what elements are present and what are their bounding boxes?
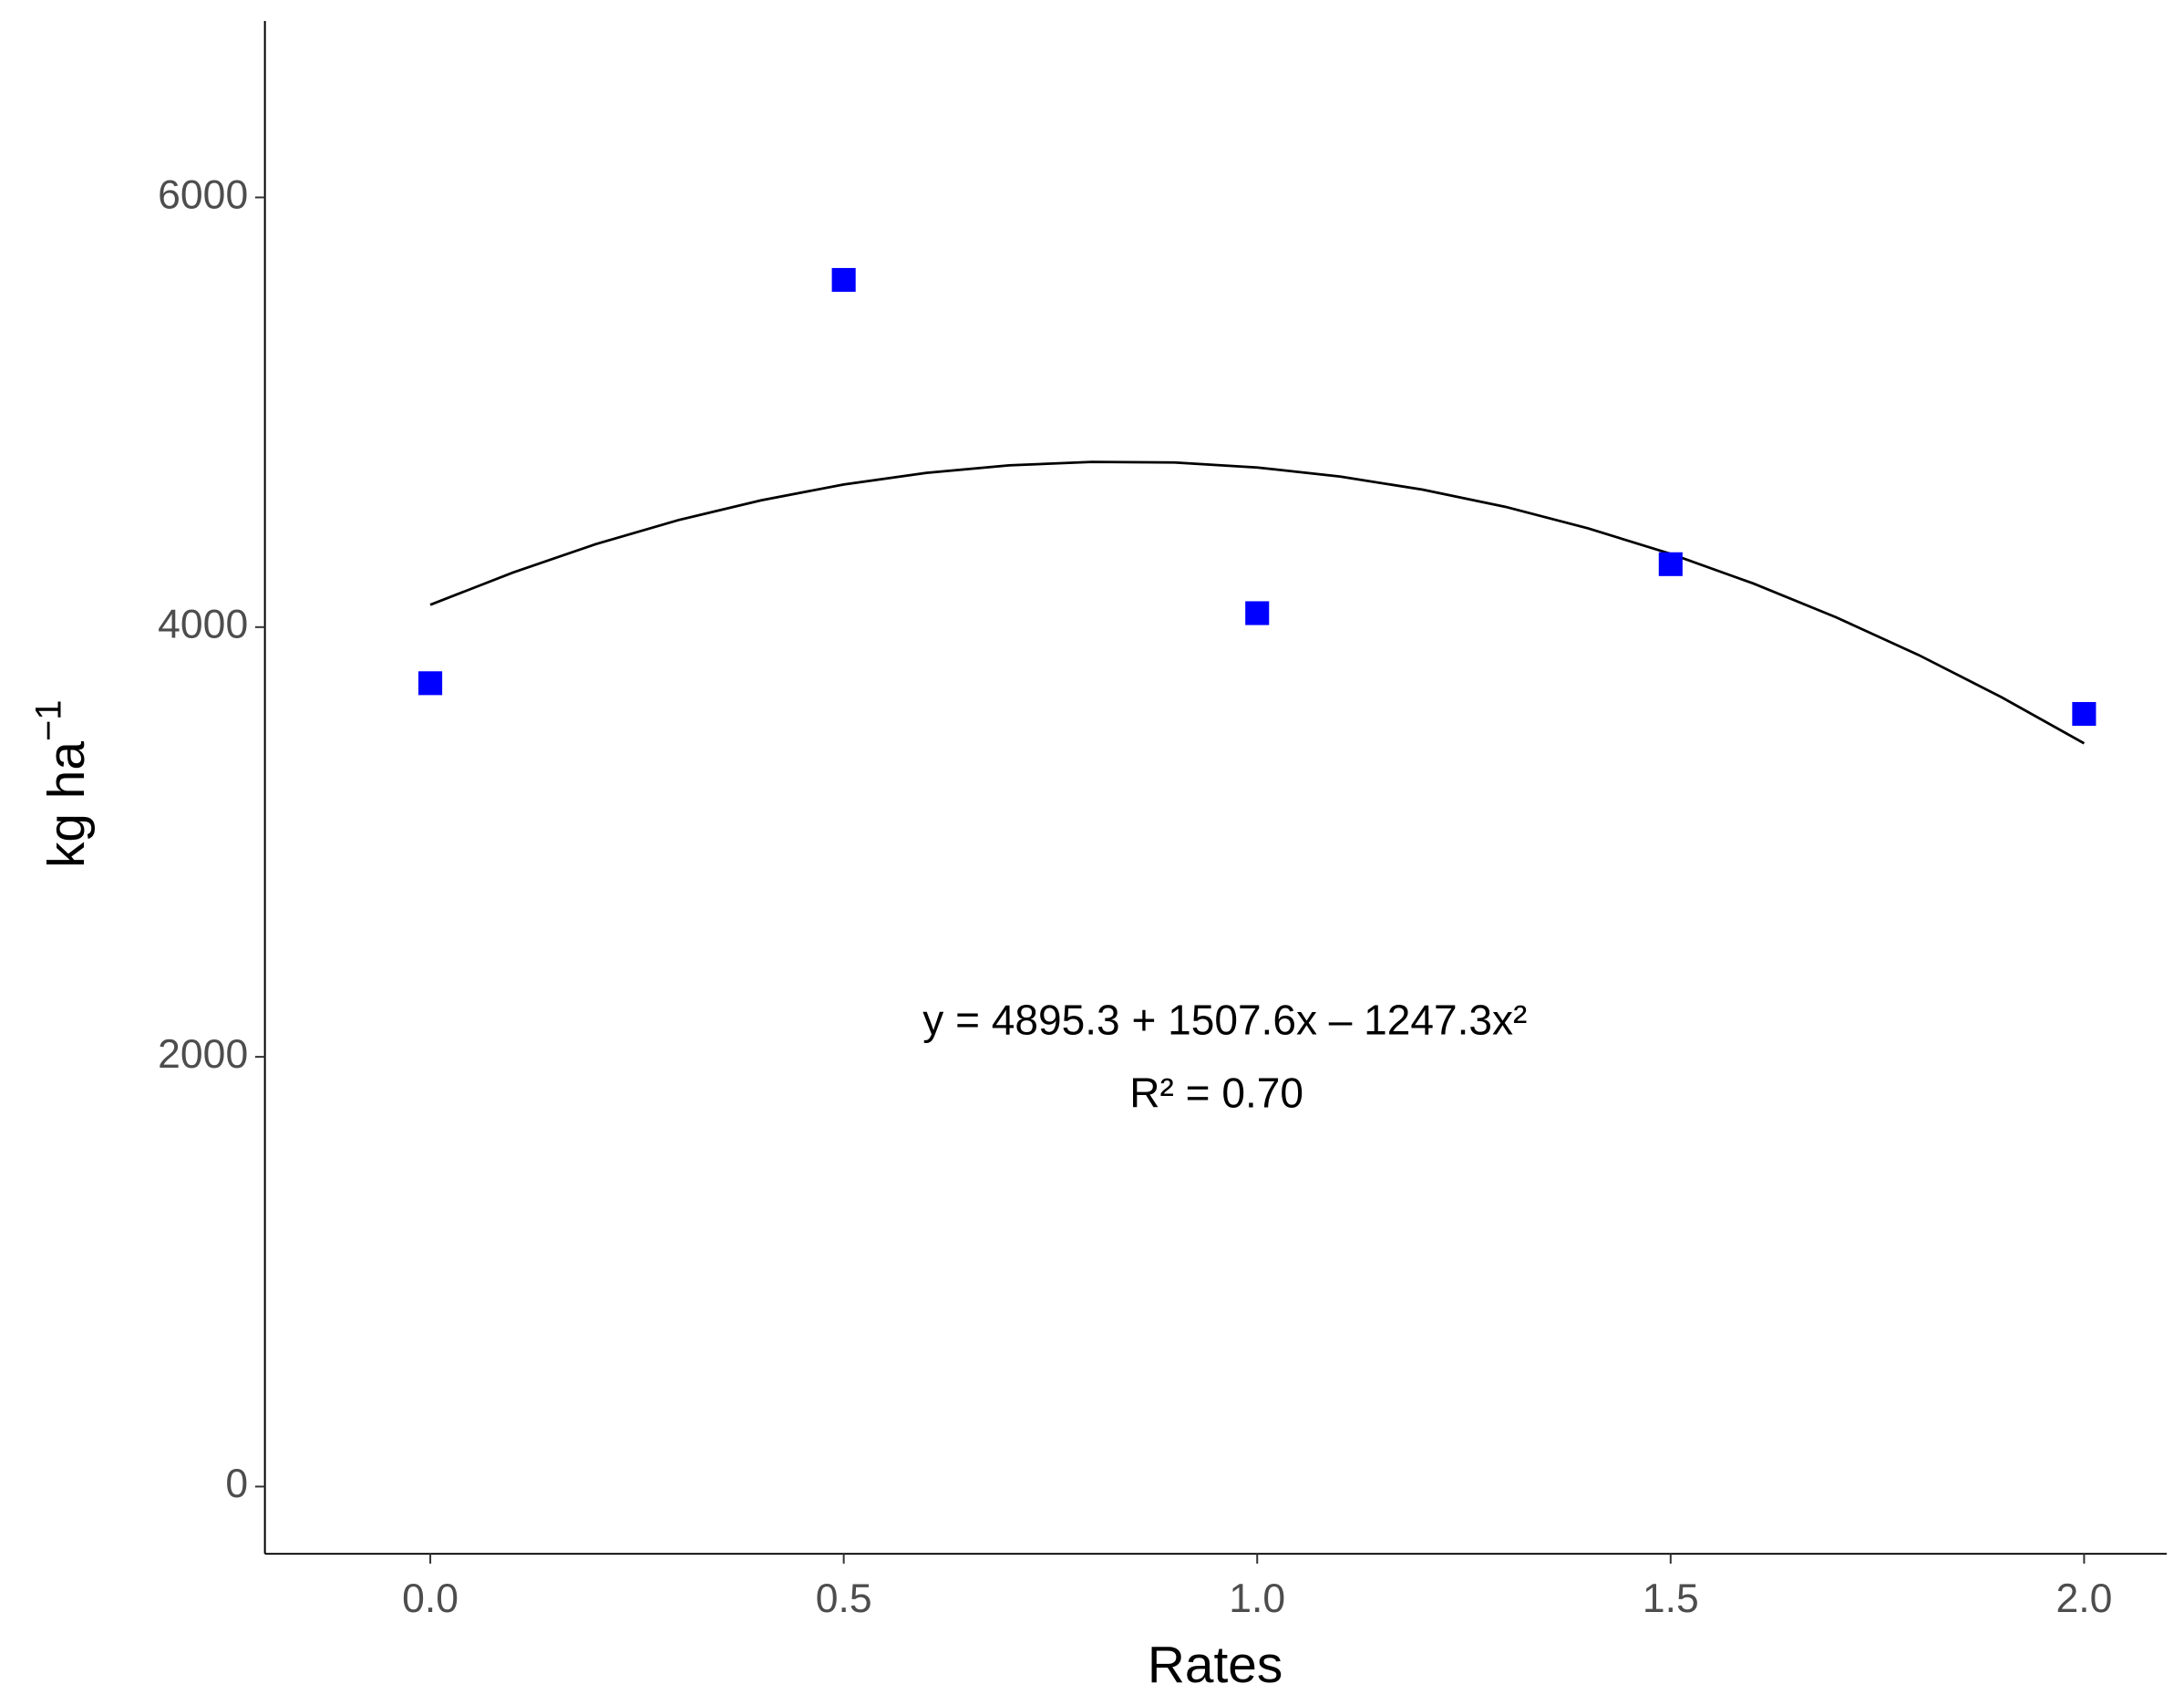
data-point xyxy=(831,267,856,293)
y-axis-title-text: kg ha xyxy=(38,741,96,868)
y-tick-label: 4000 xyxy=(158,603,248,647)
data-point xyxy=(1658,552,1683,576)
x-tick-label: 0.5 xyxy=(816,1576,872,1621)
equation: y = 4895.3 + 1507.6x – 1247.3x² xyxy=(922,996,1527,1043)
x-axis-title: Rates xyxy=(1148,1637,1283,1694)
x-tick-label: 2.0 xyxy=(2055,1576,2112,1621)
data-point xyxy=(418,671,443,696)
y-tick-label: 0 xyxy=(225,1462,248,1506)
r-squared: R² = 0.70 xyxy=(1129,1069,1303,1116)
data-point xyxy=(1245,601,1270,625)
y-tick-label: 2000 xyxy=(158,1032,248,1077)
data-point xyxy=(2072,701,2096,727)
x-tick-label: 1.5 xyxy=(1643,1576,1699,1621)
x-tick-label: 0.0 xyxy=(402,1576,458,1621)
y-tick-label: 6000 xyxy=(158,172,248,217)
x-tick-label: 1.0 xyxy=(1229,1576,1285,1621)
fit-line xyxy=(429,460,2086,745)
y-axis-title: kg ha−1 xyxy=(28,700,96,868)
y-axis-title-superscript: −1 xyxy=(28,700,68,741)
